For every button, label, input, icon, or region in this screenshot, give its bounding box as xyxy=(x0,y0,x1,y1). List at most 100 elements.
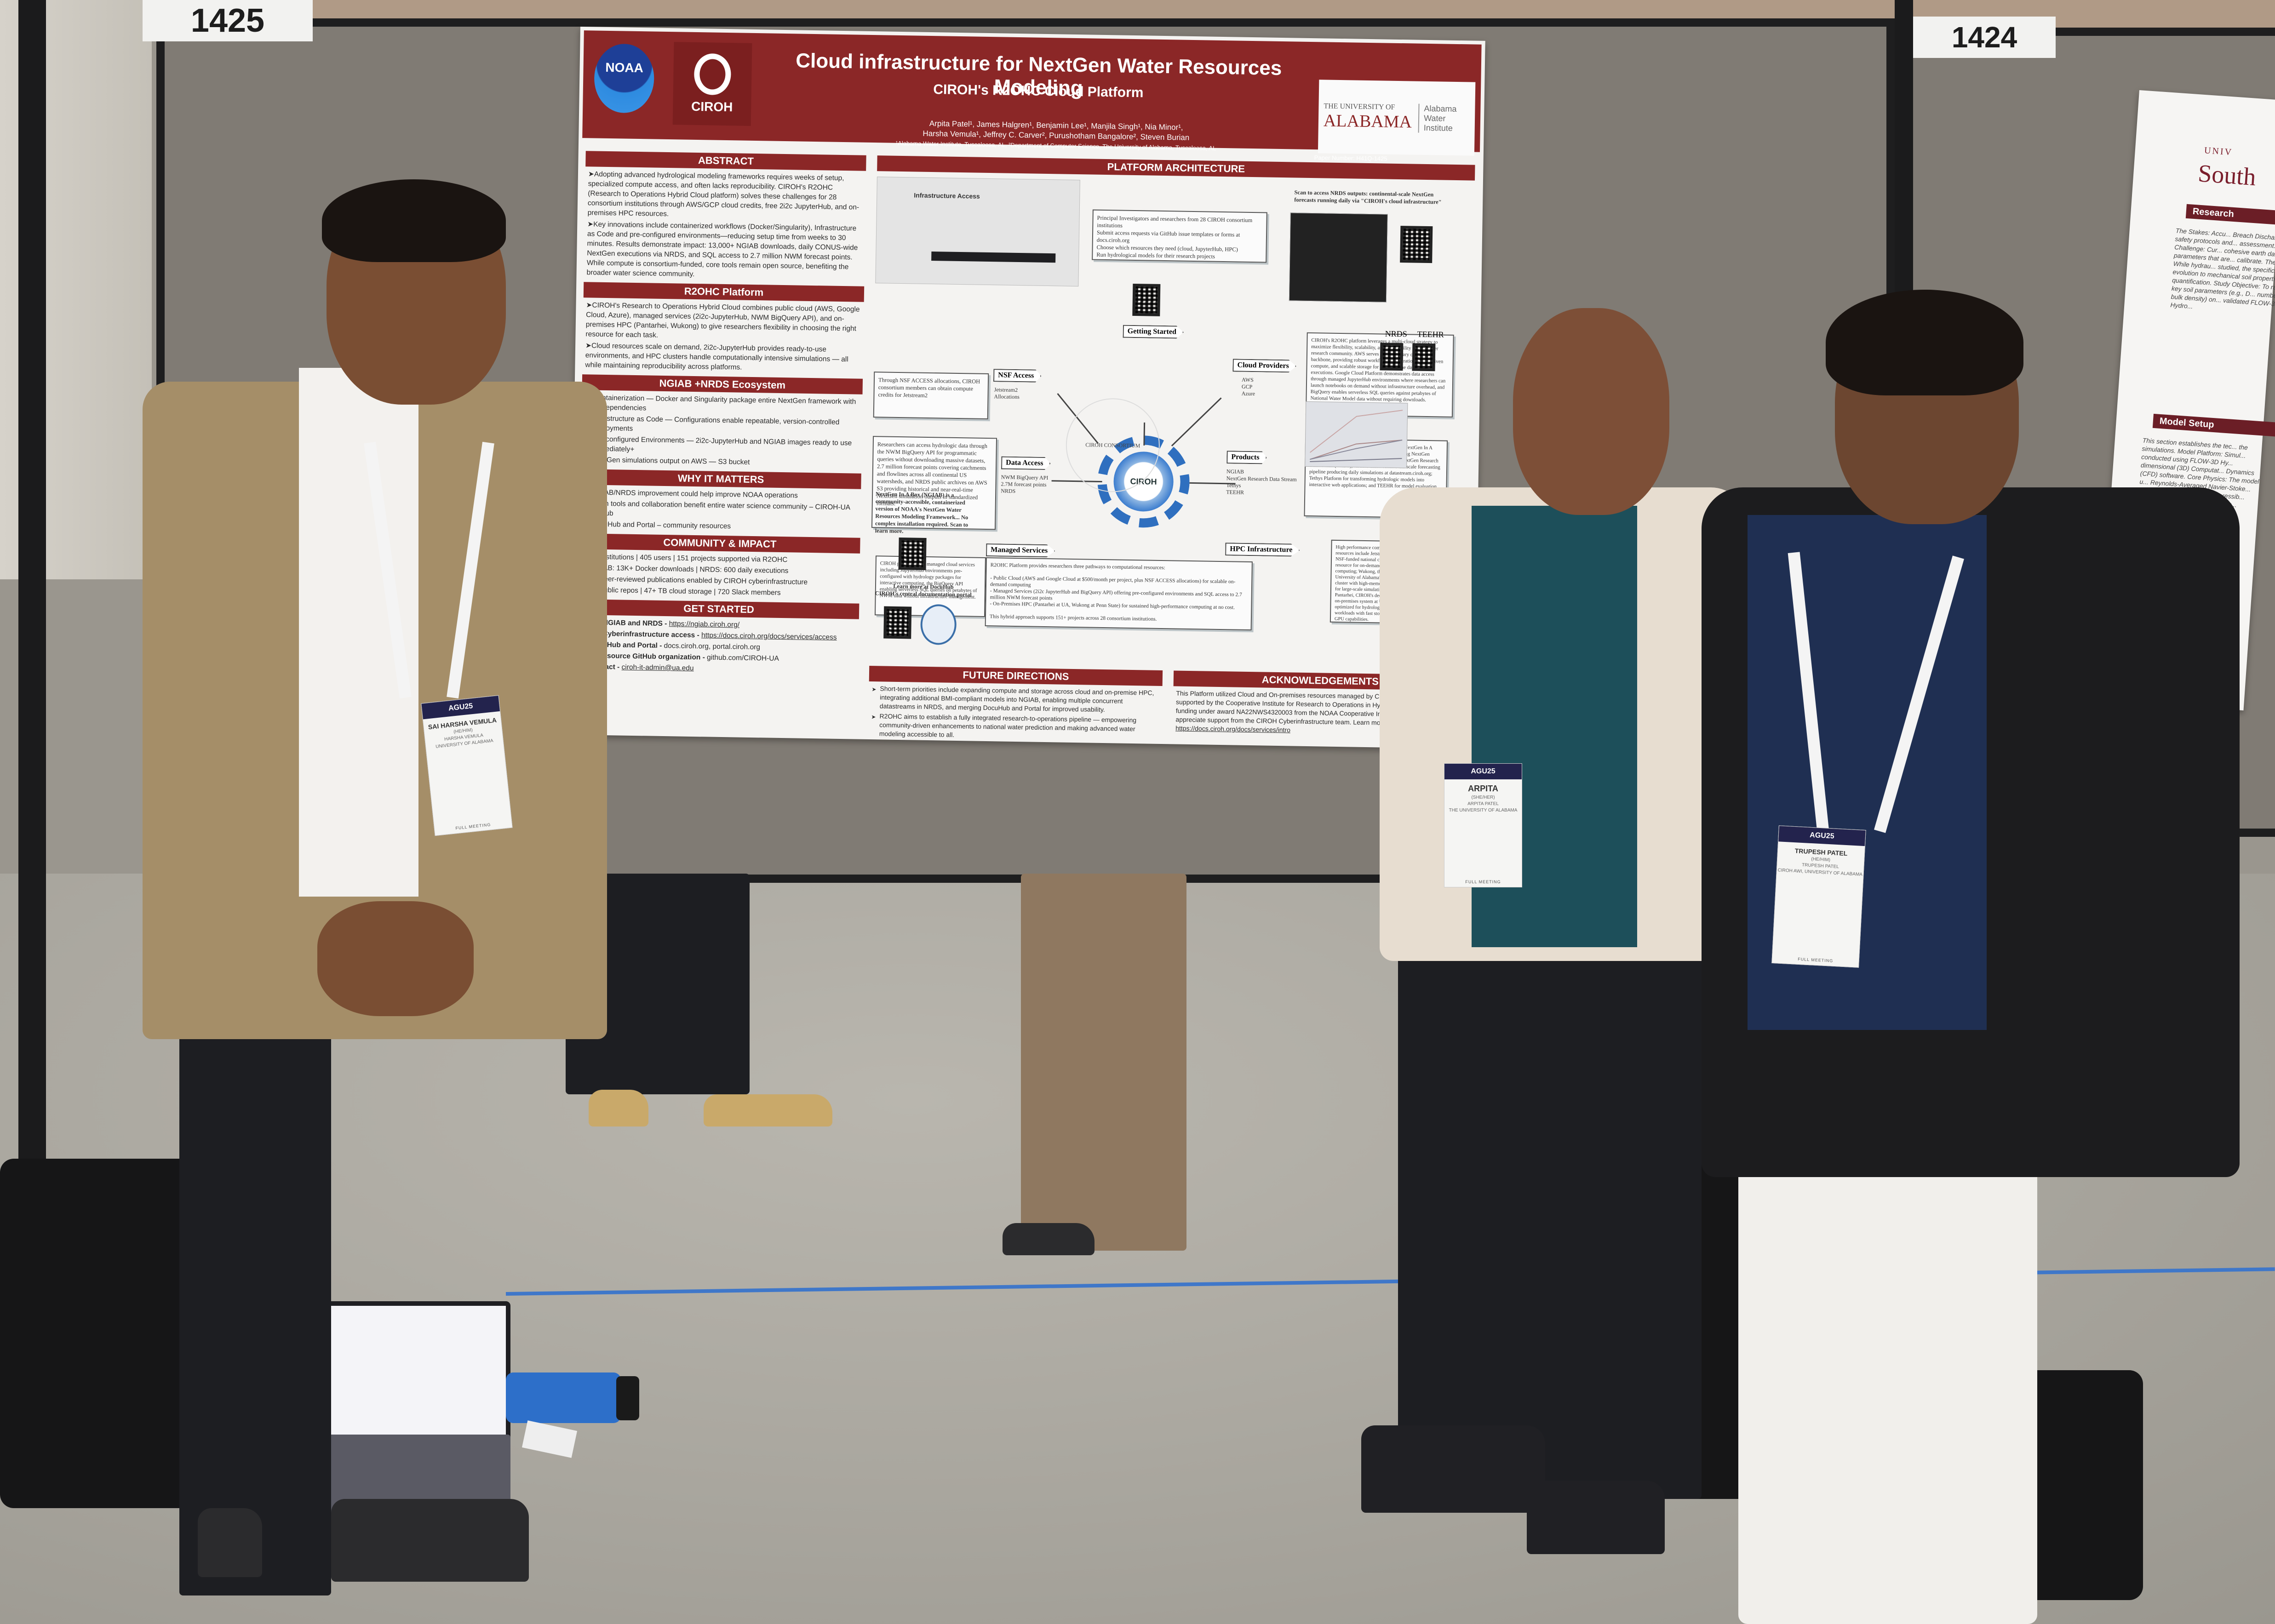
poster-bottom-row: FUTURE DIRECTIONS Short-term priorities … xyxy=(868,661,1467,749)
neighbor-poster-title: South xyxy=(2197,159,2257,191)
person-right-hair xyxy=(1826,290,2023,395)
section-heading-why: WHY IT MATTERS xyxy=(580,469,861,489)
poster-left-column: ABSTRACT ➤Adopting advanced hydrological… xyxy=(578,146,866,677)
architecture-lower: NextGen In A Box (NGIAB) is a community-… xyxy=(869,329,1468,726)
screenshot-title: Infrastructure Access xyxy=(914,191,980,200)
node-products: Products xyxy=(1226,451,1266,464)
section-heading-impact: COMMUNITY & IMPACT xyxy=(579,533,860,554)
ua-logo-name: ALABAMA xyxy=(1323,111,1412,132)
node-hpc-infrastructure: HPC Infrastructure xyxy=(1225,543,1300,557)
abstract-paragraph: ➤Key innovations include containerized w… xyxy=(586,220,858,278)
neighbor-poster-univ: UNIV xyxy=(2204,145,2233,158)
section-heading-abstract: ABSTRACT xyxy=(585,151,866,171)
ecosystem-item: Infrastructure as Code — Configurations … xyxy=(584,413,860,437)
badge-display-name: ARPITA PATEL xyxy=(1467,801,1499,806)
nrds-qr-code xyxy=(1400,226,1433,263)
platform-paragraph: ➤CIROH's Research to Operations Hybrid C… xyxy=(585,301,860,339)
intro-callout: Principal Investigators and researchers … xyxy=(1092,209,1267,263)
ciroh-logo: CIROH xyxy=(672,42,752,126)
poster-authors: Arpita Patel¹, James Halgren¹, Benjamin … xyxy=(803,117,1309,155)
poster-header: NOAA CIROH Cloud infrastructure for Next… xyxy=(582,30,1482,156)
badge-trupesh: AGU25 TRUPESH PATEL (HE/HIM) TRUPESH PAT… xyxy=(1771,825,1866,968)
docuhub-note: Learn more at DocuHub CIROH's central do… xyxy=(875,583,972,598)
person-left-shoe xyxy=(331,1499,529,1582)
bottle-cap xyxy=(616,1376,639,1420)
platform-body: ➤CIROH's Research to Operations Hybrid C… xyxy=(582,300,864,374)
ua-logo-institute: Alabama Water Institute xyxy=(1418,103,1470,133)
person-center-shoe xyxy=(1361,1425,1545,1513)
badge-arpita: AGU25 ARPITA (SHE/HER) ARPITA PATEL THE … xyxy=(1444,763,1522,887)
section-heading-platform: R2OHC Platform xyxy=(583,282,865,302)
backpack-left xyxy=(0,1159,202,1508)
get-started-body: For NGIAB and NRDS - https://ngiab.ciroh… xyxy=(578,618,859,676)
badge-event: AGU25 xyxy=(1778,826,1866,846)
impact-body: 28 institutions | 405 users | 151 projec… xyxy=(579,552,860,599)
access-link[interactable]: https://docs.ciroh.org/docs/services/acc… xyxy=(701,631,837,641)
node-managed-services: Managed Services xyxy=(986,543,1055,557)
node-getting-started: Getting Started xyxy=(1123,325,1184,339)
ngiab-link[interactable]: https://ngiab.ciroh.org/ xyxy=(669,620,740,629)
booth-pole-left xyxy=(18,0,46,1172)
node-cloud-providers-sub: AWS GCP Azure xyxy=(1241,376,1255,397)
node-products-sub: NGIAB NextGen Research Data Stream Tethy… xyxy=(1226,468,1297,496)
docuhub-qr-code xyxy=(883,606,912,639)
qr-label-nrds: NRDS xyxy=(1385,329,1407,339)
nrds-caption: Scan to access NRDS outputs: continental… xyxy=(1294,189,1442,206)
ecosystem-item: Containerization — Docker and Singularit… xyxy=(585,393,860,416)
person-center-pants xyxy=(1398,920,1702,1499)
nsf-callout: Through NSF ACCESS allocations, CIROH co… xyxy=(873,372,989,420)
abstract-body: ➤Adopting advanced hydrological modeling… xyxy=(584,169,866,282)
platform-paragraph: ➤Cloud resources scale on demand, 2i2c-J… xyxy=(585,342,848,372)
node-nsf-access-sub: Jetstream2 Allocations xyxy=(994,386,1020,400)
future-directions: FUTURE DIRECTIONS Short-term priorities … xyxy=(868,661,1163,744)
ciroh-consortium-wheel: CIROH CONSORTIUM xyxy=(1023,360,1201,528)
person-left-hair xyxy=(322,179,506,262)
water-bottle xyxy=(506,1372,639,1423)
abstract-paragraph: ➤Adopting advanced hydrological modeling… xyxy=(587,170,860,218)
docuhub-logo xyxy=(920,604,957,645)
teehr-qr-code xyxy=(1412,343,1436,372)
passerby-shoe xyxy=(1003,1223,1095,1255)
badge-name: ARPITA xyxy=(1468,784,1498,793)
github-text: github.com/CIROH-UA xyxy=(706,653,779,663)
ngiab-note: NextGen In A Box (NGIAB) is a community-… xyxy=(875,491,968,535)
badge-pronouns: (SHE/HER) xyxy=(1471,795,1495,800)
future-item: R2OHC aims to establish a fully integrat… xyxy=(871,712,1159,743)
university-of-alabama-logo: THE UNIVERSITY OF ALABAMA Alabama Water … xyxy=(1318,80,1476,156)
person-center-shoe xyxy=(1527,1481,1665,1554)
person-center-face xyxy=(1513,308,1669,515)
ngiab-qr-code xyxy=(898,538,927,570)
badge-type: FULL MEETING xyxy=(1465,880,1501,884)
laptop-screen xyxy=(308,1301,510,1439)
ecosystem-item: Pre-configured Environments — 2i2c-Jupyt… xyxy=(584,434,859,457)
neighbor-section-body: The Stakes: Accu... Breach Discharge... … xyxy=(2170,227,2275,310)
research-poster: NOAA CIROH Cloud infrastructure for Next… xyxy=(569,27,1485,749)
nrds-screenshot xyxy=(1289,212,1388,303)
pathways-callout: R2OHC Platform provides researchers thre… xyxy=(985,557,1253,631)
getting-started-qr-code xyxy=(1132,283,1161,316)
ciroh-logo-text: CIROH xyxy=(691,99,733,114)
booth-number-left: 1425 xyxy=(143,0,313,41)
contact-email-link[interactable]: ciroh-it-admin@ua.edu xyxy=(621,663,694,673)
services-intro-link[interactable]: https://docs.ciroh.org/docs/services/int… xyxy=(1175,724,1291,734)
qr-label-teehr: TEEHR xyxy=(1417,329,1444,339)
person-left-pants xyxy=(179,966,331,1595)
node-cloud-providers: Cloud Providers xyxy=(1232,359,1296,372)
section-heading-get-started: GET STARTED xyxy=(578,599,860,619)
why-item: Open tools and collaboration benefit ent… xyxy=(583,498,858,522)
future-body: Short-term priorities include expanding … xyxy=(868,684,1163,743)
ecosystem-body: Containerization — Docker and Singularit… xyxy=(581,393,862,469)
person-left-shoe xyxy=(198,1508,262,1577)
docuhub-text: docs.ciroh.org, portal.ciroh.org xyxy=(664,642,761,652)
badge-affiliation: THE UNIVERSITY OF ALABAMA xyxy=(1449,808,1518,813)
section-heading-ecosystem: NGIAB +NRDS Ecosystem xyxy=(582,374,863,395)
person-left-hands xyxy=(317,901,474,1016)
why-body: NGIAB/NRDS improvement could help improv… xyxy=(580,487,861,533)
passerby-shoe xyxy=(704,1094,832,1127)
badge-harsha: AGU25 SAI HARSHA VEMULA (HE/HIM) HARSHA … xyxy=(421,695,513,836)
ciroh-ring-icon xyxy=(693,53,732,96)
badge-event: AGU25 xyxy=(1444,764,1522,779)
nrds-qr-code-2 xyxy=(1380,343,1404,371)
infrastructure-access-screenshot: Infrastructure Access xyxy=(875,177,1080,287)
booth-number-right: 1424 xyxy=(1913,17,2056,58)
